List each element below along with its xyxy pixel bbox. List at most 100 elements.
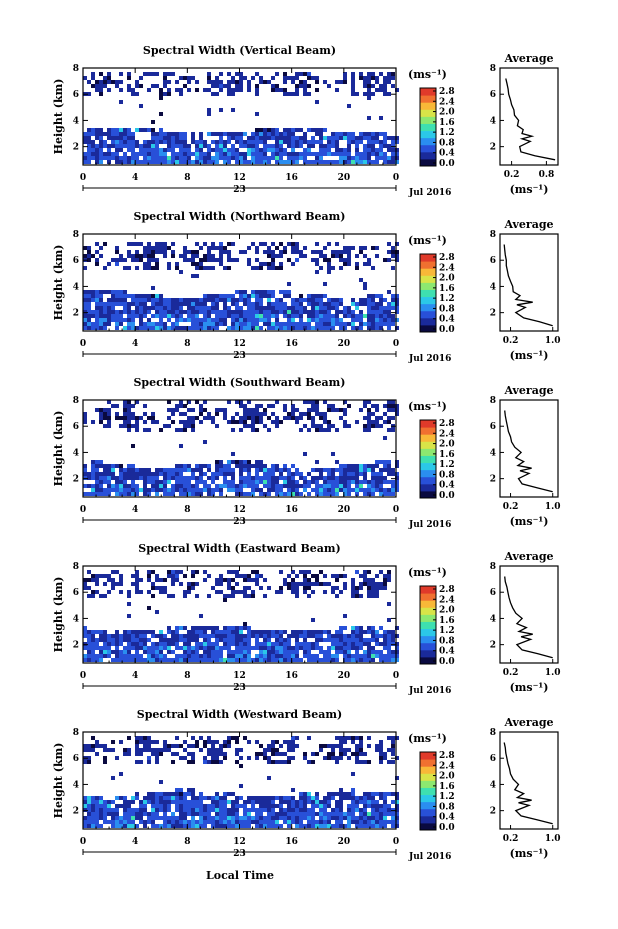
heatmap-cell [195, 242, 199, 246]
heatmap-cell [187, 314, 191, 318]
heatmap-cell [107, 492, 111, 496]
heatmap-cell [103, 242, 107, 246]
heatmap-cell [91, 650, 95, 654]
heatmap-cell [379, 302, 383, 306]
heatmap-cell [311, 408, 315, 412]
heatmap-cell [179, 792, 183, 796]
heatmap-cell [315, 468, 319, 472]
heatmap-cell [255, 318, 259, 322]
heatmap-cell [243, 302, 247, 306]
heatmap-cell [143, 480, 147, 484]
heatmap-cell [359, 326, 363, 330]
heatmap-cell [119, 740, 123, 744]
heatmap-cell [175, 314, 179, 318]
heatmap-cell [111, 816, 115, 820]
heatmap-cell [159, 780, 163, 784]
heatmap-cell [127, 136, 131, 140]
heatmap-cell [395, 646, 399, 650]
heatmap-cell [167, 314, 171, 318]
heatmap-cell [283, 816, 287, 820]
heatmap-cell [91, 294, 95, 298]
heatmap-cell [379, 756, 383, 760]
heatmap-cell [263, 634, 267, 638]
heatmap-cell [275, 424, 279, 428]
heatmap-cell [199, 642, 203, 646]
heatmap-cell [187, 318, 191, 322]
heatmap-cell [275, 128, 279, 132]
heatmap-cell [143, 812, 147, 816]
heatmap-cell [275, 160, 279, 164]
heatmap-cell [359, 796, 363, 800]
heatmap-cell [355, 808, 359, 812]
y-axis-label: Height (km) [52, 743, 65, 819]
heatmap-cell [375, 480, 379, 484]
heatmap-cell [179, 480, 183, 484]
heatmap-cell [171, 658, 175, 662]
heatmap-cell [343, 132, 347, 136]
heatmap-cell [131, 646, 135, 650]
heatmap-cell [335, 408, 339, 412]
heatmap-cell [107, 484, 111, 488]
colorbar-tick-label: 2.0 [439, 108, 455, 118]
heatmap-cell [303, 590, 307, 594]
heatmap-cell [247, 322, 251, 326]
heatmap-cell [135, 590, 139, 594]
heatmap-cell [223, 804, 227, 808]
heatmap-cell [155, 824, 159, 828]
heatmap-cell [335, 744, 339, 748]
heatmap-cell [151, 480, 155, 484]
heatmap-cell [387, 420, 391, 424]
heatmap-cell [171, 488, 175, 492]
heatmap-cell [219, 492, 223, 496]
heatmap-cell [99, 326, 103, 330]
x-tick-label: 12 [233, 837, 246, 847]
heatmap-cell [179, 156, 183, 160]
heatmap-cell [395, 156, 399, 160]
heatmap-cell [267, 756, 271, 760]
colorbar-swatch [420, 815, 436, 824]
heatmap-cell [299, 254, 303, 258]
heatmap-cell [319, 804, 323, 808]
heatmap-cell [143, 646, 147, 650]
heatmap-cell [175, 322, 179, 326]
heatmap-cell [295, 480, 299, 484]
heatmap-cell [391, 322, 395, 326]
heatmap-cell [231, 326, 235, 330]
heatmap-cell [267, 266, 271, 270]
heatmap-cell [171, 634, 175, 638]
heatmap-cell [171, 468, 175, 472]
y-tick-label: 2 [73, 807, 79, 817]
heatmap-cell [235, 638, 239, 642]
heatmap-cell [191, 796, 195, 800]
heatmap-cell [371, 326, 375, 330]
heatmap-cell [291, 306, 295, 310]
heatmap-cell [371, 76, 375, 80]
x-tick-label: 20 [338, 837, 351, 847]
heatmap-cell [203, 302, 207, 306]
heatmap-cell [235, 658, 239, 662]
heatmap-cell [255, 152, 259, 156]
heatmap-cell [195, 820, 199, 824]
heatmap-cell [191, 804, 195, 808]
heatmap-cell [279, 298, 283, 302]
heatmap-cell [355, 144, 359, 148]
heatmap-cell [131, 484, 135, 488]
heatmap-cell [135, 570, 139, 574]
heatmap-cell [187, 760, 191, 764]
heatmap-cell [391, 820, 395, 824]
heatmap-cell [207, 816, 211, 820]
heatmap-cell [127, 302, 131, 306]
heatmap-cell [247, 820, 251, 824]
colorbar-swatch [420, 282, 436, 290]
heatmap-cell [339, 472, 343, 476]
heatmap-cell [391, 760, 395, 764]
heatmap-cell [299, 156, 303, 160]
heatmap-cell [219, 254, 223, 258]
heatmap-cell [255, 816, 259, 820]
heatmap-cell [359, 752, 363, 756]
colorbar-swatch [420, 490, 436, 499]
heatmap-cell [291, 570, 295, 574]
heatmap-cell [115, 488, 119, 492]
heatmap-cell [283, 92, 287, 96]
heatmap-cell [287, 492, 291, 496]
